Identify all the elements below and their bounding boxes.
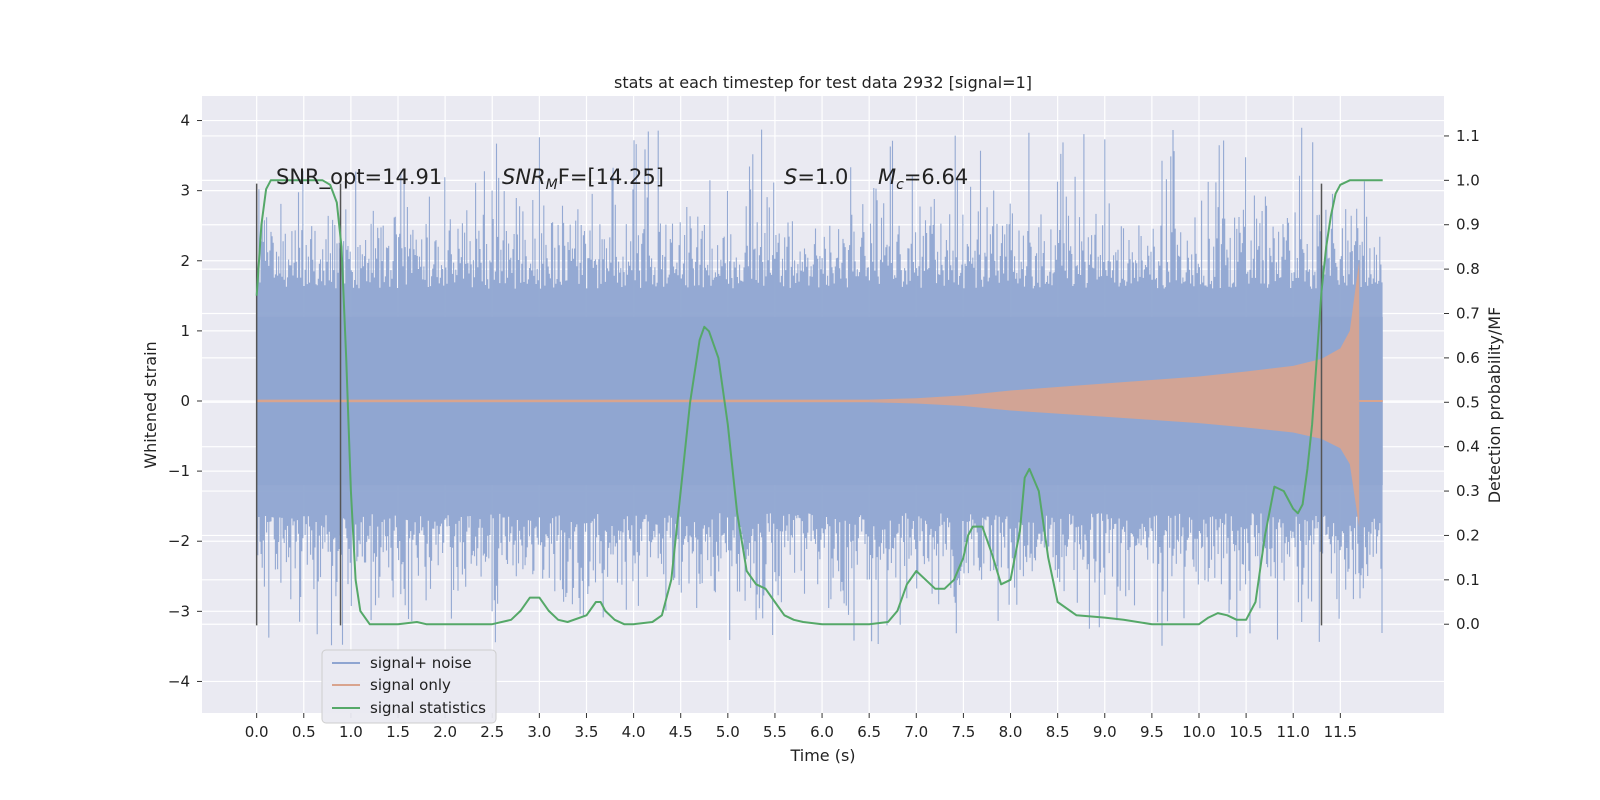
x-tick-label: 10.5	[1229, 723, 1262, 741]
x-tick-label: 0.5	[292, 723, 316, 741]
chart-title: stats at each timestep for test data 293…	[614, 73, 1032, 92]
x-tick-label: 5.0	[716, 723, 740, 741]
legend-label-signal-noise: signal+ noise	[370, 654, 472, 672]
y-tick-label-left: 0	[180, 392, 190, 410]
x-tick-label: 6.5	[857, 723, 881, 741]
legend-label-signal-statistics: signal statistics	[370, 699, 486, 717]
y-tick-label-left: −2	[168, 532, 190, 550]
x-tick-label: 4.5	[669, 723, 693, 741]
y-tick-label-left: 3	[180, 182, 190, 200]
y-tick-label-right: 1.1	[1456, 127, 1480, 145]
y-tick-label-right: 1.0	[1456, 171, 1480, 189]
y-tick-label-right: 0.0	[1456, 615, 1480, 633]
y-tick-label-left: 4	[180, 112, 190, 130]
x-tick-label: 11.0	[1277, 723, 1310, 741]
x-tick-labels: 0.0 0.5 1.0 1.5 2.0 2.5 3.0 3.5 4.0 4.5 5.0 5.5 6.0 6…	[245, 713, 1357, 741]
y-tick-labels-right: 0.0 0.1 0.2 0.3 0.4 0.5 0.6 0.7 0.8 0.9 1.0 1.1	[1444, 127, 1480, 633]
x-tick-label: 9.0	[1093, 723, 1117, 741]
x-tick-label: 3.0	[527, 723, 551, 741]
x-tick-label: 11.5	[1324, 723, 1357, 741]
y-axis-label-left: Whitened strain	[141, 341, 160, 468]
vertical-markers	[255, 183, 1323, 626]
x-tick-label: 5.5	[763, 723, 787, 741]
annotation-snr-opt: SNR_opt=14.91	[276, 165, 442, 190]
x-tick-label: 1.0	[339, 723, 363, 741]
signal-envelope	[256, 260, 1360, 528]
x-tick-label: 7.5	[951, 723, 975, 741]
y-tick-label-left: −4	[168, 672, 190, 690]
y-tick-label-right: 0.5	[1456, 393, 1480, 411]
y-tick-label-right: 0.4	[1456, 438, 1480, 456]
y-tick-label-left: 1	[180, 322, 190, 340]
y-tick-labels-left: −4 −3 −2 −1 0 1 2 3 4	[168, 112, 202, 690]
x-tick-label: 2.5	[480, 723, 504, 741]
signal-only-series	[256, 260, 1383, 528]
y-tick-label-left: −1	[168, 462, 190, 480]
x-tick-label: 1.5	[386, 723, 410, 741]
x-tick-label: 2.0	[433, 723, 457, 741]
x-axis-label: Time (s)	[789, 746, 855, 765]
y-tick-label-right: 0.7	[1456, 305, 1480, 323]
y-axis-label-right: Detection probability/MF	[1485, 307, 1504, 504]
x-tick-label: 10.0	[1182, 723, 1215, 741]
annotation-s: S=1.0	[784, 165, 848, 189]
x-tick-label: 0.0	[245, 723, 269, 741]
x-tick-label: 9.5	[1140, 723, 1164, 741]
signal-statistics-series	[255, 179, 1383, 626]
x-tick-label: 3.5	[575, 723, 599, 741]
annotation-snr-mf: SNRMF=[14.25]	[502, 165, 664, 193]
x-tick-label: 8.5	[1046, 723, 1070, 741]
annotation-mc: Mc=6.64	[878, 165, 968, 193]
y-tick-label-right: 0.2	[1456, 526, 1480, 544]
y-tick-label-left: −3	[168, 602, 190, 620]
y-tick-label-left: 2	[180, 252, 190, 270]
legend-box	[321, 649, 497, 724]
statistics-line	[255, 179, 1383, 626]
y-tick-label-right: 0.1	[1456, 571, 1480, 589]
y-tick-label-right: 0.3	[1456, 482, 1480, 500]
x-tick-label: 8.0	[999, 723, 1023, 741]
legend-label-signal-only: signal only	[370, 676, 451, 694]
x-tick-label: 6.0	[810, 723, 834, 741]
legend: signal+ noise signal only signal statist…	[321, 649, 497, 724]
y-tick-label-right: 0.8	[1456, 260, 1480, 278]
annotations: SNR_opt=14.91 SNRMF=[14.25] S=1.0 Mc=6.6…	[276, 165, 968, 193]
y-tick-label-right: 0.9	[1456, 216, 1480, 234]
x-tick-label: 7.0	[904, 723, 928, 741]
y-tick-label-right: 0.6	[1456, 349, 1480, 367]
x-tick-label: 4.0	[622, 723, 646, 741]
